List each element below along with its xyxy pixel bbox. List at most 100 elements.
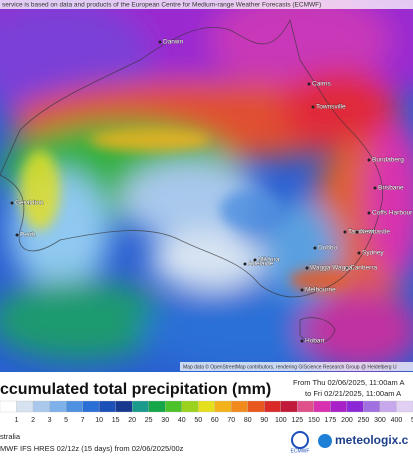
legend-label: 90 (260, 417, 268, 424)
legend-label: 10 (95, 417, 103, 424)
legend-swatch (379, 400, 397, 413)
period-to: to Fri 02/21/2025, 11:00am A (305, 389, 401, 398)
legend-label: 200 (341, 417, 353, 424)
city-dot (10, 201, 14, 205)
city-label: Wagga Wagga (310, 265, 353, 272)
city-label: Tamworth (348, 229, 377, 236)
city-dot (357, 251, 361, 255)
ecmwf-icon (291, 431, 309, 449)
city-label: Cairns (312, 81, 332, 88)
legend-swatch (32, 400, 50, 413)
legend-swatch (396, 400, 413, 413)
legend-label: 400 (391, 417, 403, 424)
city-label: Geraldton (15, 200, 44, 207)
legend-swatch (280, 400, 298, 413)
legend-label: 1 (15, 417, 19, 424)
city-label: Hobart (305, 338, 325, 345)
city-label: Brisbane (378, 185, 404, 192)
period-from: From Thu 02/06/2025, 11:00am A (293, 378, 404, 387)
legend-swatch (165, 400, 182, 413)
city-dot (311, 105, 315, 109)
legend-swatch (0, 400, 17, 413)
legend-swatch (82, 400, 100, 413)
legend-label: 2 (31, 417, 35, 424)
legend-swatch (16, 400, 34, 413)
city-dot (305, 266, 309, 270)
city-label: Adelaide (248, 261, 274, 268)
region: stralia (0, 432, 21, 441)
legend-swatch (181, 400, 199, 413)
city-label: Coffs Harbour (372, 210, 413, 217)
legend-swatch (297, 400, 315, 413)
banner: service is based on data and products of… (2, 2, 321, 9)
legend-swatch (313, 400, 331, 413)
model-info: MWF IFS HRES 02/12z (15 days) from 02/06… (0, 444, 184, 453)
legend-label: 70 (227, 417, 235, 424)
city-label: Mildura (258, 257, 280, 264)
city-label: Darwin (163, 39, 184, 46)
precip-map (0, 0, 413, 372)
city-dot (300, 288, 304, 292)
legend: 1 2 3 5 7 10 15 20 25 30 40 50 60 70 80 90 100 125 150 175 2… (0, 400, 413, 424)
legend-label: 250 (358, 417, 370, 424)
legend-label: 20 (128, 417, 136, 424)
city-dot (367, 211, 371, 215)
legend-swatch (264, 400, 281, 413)
city-label: Newcastle (360, 229, 390, 236)
attribution: Map data © OpenStreetMap contributors, r… (183, 363, 397, 370)
city-dot (15, 233, 19, 237)
legend-label: 30 (161, 417, 169, 424)
city-label: Canberra (350, 265, 377, 272)
legend-label: 80 (244, 417, 252, 424)
legend-label: 7 (81, 417, 85, 424)
city-label: Melbourne (305, 287, 336, 294)
legend-swatch (132, 400, 149, 413)
legend-label: 125 (292, 417, 304, 424)
legend-label: 3 (48, 417, 52, 424)
city-dot (158, 40, 162, 44)
legend-swatch (65, 400, 83, 413)
legend-label: 150 (308, 417, 320, 424)
legend-swatch (115, 400, 133, 413)
legend-swatch (363, 400, 381, 413)
city-dot (300, 339, 304, 343)
legend-swatch (231, 400, 248, 413)
legend-label: 5 (64, 417, 68, 424)
legend-swatch (214, 400, 232, 413)
legend-label: 25 (145, 417, 153, 424)
legend-swatch (98, 400, 116, 413)
city-dot (307, 82, 311, 86)
attribution-bg (180, 362, 413, 371)
city-dot (313, 246, 317, 250)
legend-label: 100 (275, 417, 287, 424)
legend-label: 5 (411, 417, 413, 424)
legend-swatch (346, 400, 364, 413)
legend-label: 300 (374, 417, 386, 424)
city-dot (243, 262, 247, 266)
city-dot (367, 158, 371, 162)
city-label: Bundaberg (372, 157, 404, 164)
city-dot (345, 266, 349, 270)
legend-swatch (247, 400, 265, 413)
city-dot (355, 230, 359, 234)
legend-label: 60 (211, 417, 219, 424)
city-label: Perth (20, 232, 36, 239)
city-label: Dubbo (318, 245, 338, 252)
brand-icon (318, 434, 332, 448)
legend-swatch (49, 400, 67, 413)
city-dot (343, 230, 347, 234)
legend-swatch (198, 400, 215, 413)
banner-bg (0, 0, 413, 9)
city-label: Townsville (316, 104, 346, 111)
legend-label: 15 (112, 417, 120, 424)
legend-swatch (330, 400, 348, 413)
city-dot (373, 186, 377, 190)
legend-label: 175 (325, 417, 337, 424)
city-label: Sydney (362, 250, 384, 257)
brand: meteologix.c (335, 433, 409, 447)
legend-label: 50 (194, 417, 202, 424)
city-dot (253, 258, 257, 262)
ecmwf-logo: ECMWF (291, 448, 310, 454)
map-title: ccumulated total precipitation (mm) (0, 381, 271, 398)
